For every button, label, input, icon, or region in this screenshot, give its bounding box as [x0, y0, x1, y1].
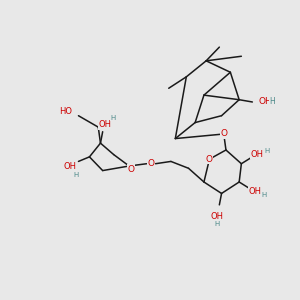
- Text: OH: OH: [63, 161, 76, 170]
- Text: HO: HO: [59, 106, 72, 116]
- Text: OH: OH: [248, 187, 261, 196]
- Text: O: O: [220, 130, 227, 139]
- Text: H: H: [110, 115, 115, 121]
- Text: OH: OH: [98, 120, 111, 129]
- Text: H: H: [262, 192, 267, 198]
- Text: OH: OH: [259, 98, 273, 106]
- Text: O: O: [148, 159, 154, 168]
- Text: OH: OH: [250, 150, 263, 159]
- Text: H: H: [264, 148, 269, 154]
- Text: H: H: [214, 221, 220, 227]
- Text: O: O: [206, 154, 213, 164]
- Text: O: O: [128, 165, 135, 174]
- Text: H: H: [74, 172, 79, 178]
- Text: H: H: [269, 98, 274, 106]
- Text: OH: OH: [211, 212, 224, 221]
